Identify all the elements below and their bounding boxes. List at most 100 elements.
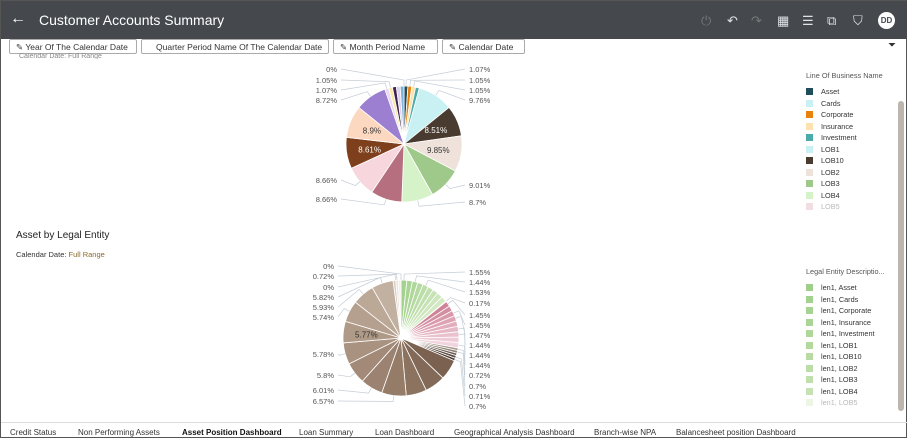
legend-swatch [806,180,813,188]
leader-line [337,265,402,280]
data-label: 9.01% [469,181,491,190]
tab-loan-summary[interactable]: Loan Summary [299,428,354,437]
legend-label: len1, Insurance [821,317,871,327]
filter-label: Calendar Date [458,42,514,52]
bookmark-icon[interactable]: ⛉ [853,13,863,28]
legend-label: Investment [821,133,857,143]
legend-item[interactable]: LOB2 [806,167,883,179]
narrate-icon[interactable]: ☰ [802,13,814,28]
leader-line [340,68,405,86]
tab-geographical-analysis[interactable]: Geographical Analysis Dashboard [454,428,575,437]
legend-item[interactable]: Insurance [806,121,883,133]
tab-non-performing-assets[interactable]: Non Performing Assets [78,428,160,437]
legend-item[interactable]: len1, Cards [806,294,885,306]
leader-line [340,198,387,206]
leader-line [447,299,466,316]
data-label: 0.72% [469,371,491,380]
leader-line [414,275,466,283]
scrollbar[interactable] [898,101,904,411]
header-bar: ← Customer Accounts Summary ⏻ ↶ ↷ ▦ ☰ ⧉ … [1,1,907,39]
data-label: 0.71% [469,392,491,401]
legend-label: Insurance [821,121,854,131]
legend-item[interactable]: LOB5 [806,201,883,213]
legend-item[interactable]: len1, Insurance [806,317,885,329]
legend-item[interactable]: Cards [806,98,883,110]
leader-line [458,333,466,356]
filter-calendar-date[interactable]: ✎ Calendar Date [442,39,525,54]
data-label: 5.78% [313,350,335,359]
legend-swatch [806,191,813,199]
legend-legal-entity: Legal Entity Descriptio... len1, Asset le… [806,267,885,409]
leader-line [454,359,466,407]
legend-label: len1, LOB2 [821,363,858,373]
data-label: 0% [323,283,334,292]
legend-swatch [806,353,813,361]
avatar[interactable]: DD [878,12,895,29]
legend-item[interactable]: len1, LOB4 [806,386,885,398]
leader-line [340,82,388,91]
legend-item[interactable]: len1, LOB1 [806,340,885,352]
undo-icon[interactable]: ↶ [727,13,738,28]
data-label: 9.85% [427,146,450,155]
chart1-subtitle: Calendar Date: Full Range [19,53,102,59]
leader-line [453,310,466,326]
legend-item[interactable]: len1, Investment [806,328,885,340]
legend-label: len1, LOB3 [821,375,858,385]
legend-title: Legal Entity Descriptio... [806,267,885,276]
data-label: 1.53% [469,288,491,297]
legend-item[interactable]: Asset [806,86,883,98]
tab-branch-wise-npa[interactable]: Branch-wise NPA [594,428,657,437]
legend-item[interactable]: len1, LOB5 [806,397,885,409]
data-label: 0.17% [469,299,491,308]
legend-label: LOB2 [821,167,840,177]
legend-swatch [806,157,813,165]
data-label: 1.44% [469,351,491,360]
data-label: 1.47% [469,331,491,340]
leader-line [457,348,466,376]
legend-swatch [806,307,813,315]
data-icon[interactable]: ▦ [777,13,790,28]
legend-item[interactable]: LOB4 [806,190,883,202]
legend-item[interactable]: len1, Corporate [806,305,885,317]
arrow-left-icon[interactable]: ← [10,10,26,27]
refresh-icon[interactable]: ⏻ [701,13,712,28]
legend-item[interactable]: Investment [806,132,883,144]
section-title: Asset by Legal Entity [16,230,110,241]
legend-label: len1, LOB1 [821,340,858,350]
legend-item[interactable]: LOB3 [806,178,883,190]
export-icon[interactable]: ⧉ [827,13,837,28]
tab-balancesheet-position[interactable]: Balancesheet position Dashboard [676,428,796,437]
legend-label: Corporate [821,110,854,120]
leader-line [425,279,466,293]
filter-quarter[interactable]: Quarter Period Name Of The Calendar Date [141,39,329,54]
legend-item[interactable]: len1, LOB10 [806,351,885,363]
data-label: 5.74% [313,313,335,322]
data-label: 8.51% [425,126,448,135]
legend-item[interactable]: len1, LOB2 [806,363,885,375]
data-label: 8.66% [316,195,338,204]
legend-item[interactable]: Corporate [806,109,883,121]
subtitle-label: Calendar Date: [16,250,67,259]
legend-swatch [806,318,813,326]
legend-label: LOB10 [821,156,844,166]
legend-item[interactable]: len1, LOB3 [806,374,885,386]
legend-label: LOB3 [821,179,840,189]
leader-line [435,89,466,101]
legend-swatch [806,399,813,407]
legend-item[interactable]: LOB1 [806,144,883,156]
redo-icon[interactable]: ↷ [751,13,762,28]
filter-year[interactable]: ✎ Year Of The Calendar Date [9,39,137,54]
filter-month[interactable]: ✎ Month Period Name [333,39,438,54]
leader-line [337,387,372,394]
tab-credit-status[interactable]: Credit Status [10,428,57,437]
legend-label: len1, LOB5 [821,398,858,408]
tab-asset-position-dashboard[interactable]: Asset Position Dashboard [182,428,282,437]
legend-item[interactable]: LOB10 [806,155,883,167]
leader-line [413,80,466,91]
tab-loan-dashboard[interactable]: Loan Dashboard [375,428,435,437]
filter-label: Month Period Name [349,42,426,52]
legend-title: Line Of Business Name [806,71,883,80]
filter-icon[interactable]: ⏷ [888,40,896,51]
legend-item[interactable]: len1, Asset [806,282,885,294]
